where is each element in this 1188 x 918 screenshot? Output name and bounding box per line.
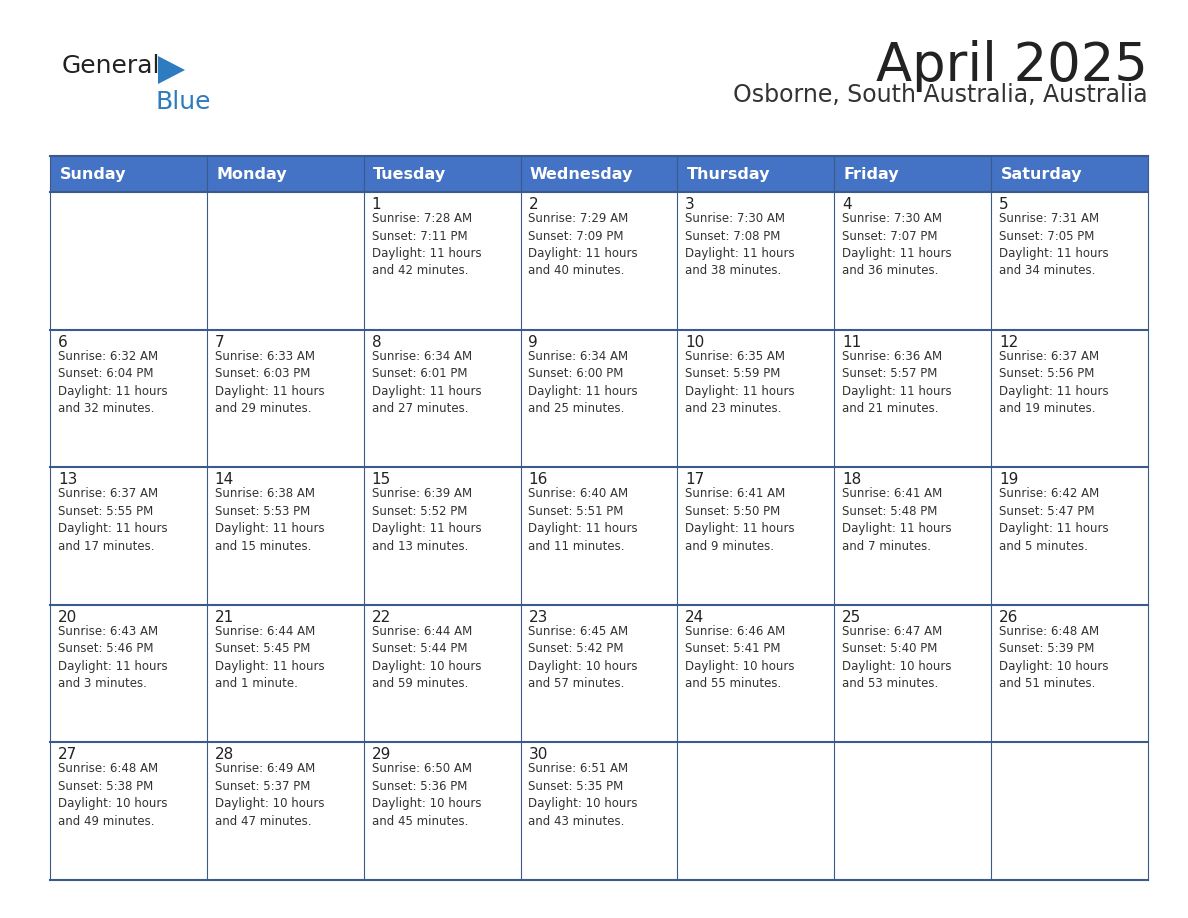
Bar: [50, 156, 207, 192]
Text: 18: 18: [842, 472, 861, 487]
Text: Sunrise: 6:37 AM
Sunset: 5:56 PM
Daylight: 11 hours
and 19 minutes.: Sunrise: 6:37 AM Sunset: 5:56 PM Dayligh…: [999, 350, 1108, 415]
Text: 16: 16: [529, 472, 548, 487]
Text: 8: 8: [372, 334, 381, 350]
Text: 3: 3: [685, 197, 695, 212]
Text: Tuesday: Tuesday: [373, 166, 447, 182]
Text: 23: 23: [529, 610, 548, 625]
Text: Sunrise: 6:34 AM
Sunset: 6:00 PM
Daylight: 11 hours
and 25 minutes.: Sunrise: 6:34 AM Sunset: 6:00 PM Dayligh…: [529, 350, 638, 415]
Text: Sunrise: 6:46 AM
Sunset: 5:41 PM
Daylight: 10 hours
and 55 minutes.: Sunrise: 6:46 AM Sunset: 5:41 PM Dayligh…: [685, 625, 795, 690]
Text: 4: 4: [842, 197, 852, 212]
Text: 28: 28: [215, 747, 234, 763]
Text: 14: 14: [215, 472, 234, 487]
Text: Sunrise: 6:40 AM
Sunset: 5:51 PM
Daylight: 11 hours
and 11 minutes.: Sunrise: 6:40 AM Sunset: 5:51 PM Dayligh…: [529, 487, 638, 553]
Text: 17: 17: [685, 472, 704, 487]
Text: Thursday: Thursday: [687, 166, 770, 182]
Text: 29: 29: [372, 747, 391, 763]
Text: Sunrise: 6:39 AM
Sunset: 5:52 PM
Daylight: 11 hours
and 13 minutes.: Sunrise: 6:39 AM Sunset: 5:52 PM Dayligh…: [372, 487, 481, 553]
Text: Saturday: Saturday: [1000, 166, 1082, 182]
Text: Sunrise: 6:42 AM
Sunset: 5:47 PM
Daylight: 11 hours
and 5 minutes.: Sunrise: 6:42 AM Sunset: 5:47 PM Dayligh…: [999, 487, 1108, 553]
Bar: [677, 156, 834, 192]
Text: Sunrise: 6:51 AM
Sunset: 5:35 PM
Daylight: 10 hours
and 43 minutes.: Sunrise: 6:51 AM Sunset: 5:35 PM Dayligh…: [529, 763, 638, 828]
Text: April 2025: April 2025: [876, 40, 1148, 92]
Text: General: General: [62, 54, 160, 78]
Bar: [50, 467, 1148, 605]
Text: Monday: Monday: [216, 166, 286, 182]
Text: 2: 2: [529, 197, 538, 212]
Text: 19: 19: [999, 472, 1018, 487]
Text: Sunrise: 6:45 AM
Sunset: 5:42 PM
Daylight: 10 hours
and 57 minutes.: Sunrise: 6:45 AM Sunset: 5:42 PM Dayligh…: [529, 625, 638, 690]
Text: Sunrise: 6:47 AM
Sunset: 5:40 PM
Daylight: 10 hours
and 53 minutes.: Sunrise: 6:47 AM Sunset: 5:40 PM Dayligh…: [842, 625, 952, 690]
Text: Osborne, South Australia, Australia: Osborne, South Australia, Australia: [733, 83, 1148, 107]
Text: 12: 12: [999, 334, 1018, 350]
Text: Sunrise: 6:38 AM
Sunset: 5:53 PM
Daylight: 11 hours
and 15 minutes.: Sunrise: 6:38 AM Sunset: 5:53 PM Dayligh…: [215, 487, 324, 553]
Text: 27: 27: [58, 747, 77, 763]
Text: 11: 11: [842, 334, 861, 350]
Text: Sunday: Sunday: [59, 166, 126, 182]
Text: Sunrise: 6:48 AM
Sunset: 5:39 PM
Daylight: 10 hours
and 51 minutes.: Sunrise: 6:48 AM Sunset: 5:39 PM Dayligh…: [999, 625, 1108, 690]
Text: 25: 25: [842, 610, 861, 625]
Text: 21: 21: [215, 610, 234, 625]
Polygon shape: [158, 56, 185, 84]
Text: 5: 5: [999, 197, 1009, 212]
Text: Sunrise: 6:41 AM
Sunset: 5:48 PM
Daylight: 11 hours
and 7 minutes.: Sunrise: 6:41 AM Sunset: 5:48 PM Dayligh…: [842, 487, 952, 553]
Text: Sunrise: 7:31 AM
Sunset: 7:05 PM
Daylight: 11 hours
and 34 minutes.: Sunrise: 7:31 AM Sunset: 7:05 PM Dayligh…: [999, 212, 1108, 277]
Bar: [834, 156, 991, 192]
Text: Sunrise: 6:37 AM
Sunset: 5:55 PM
Daylight: 11 hours
and 17 minutes.: Sunrise: 6:37 AM Sunset: 5:55 PM Dayligh…: [58, 487, 168, 553]
Bar: [50, 605, 1148, 743]
Text: 15: 15: [372, 472, 391, 487]
Text: 26: 26: [999, 610, 1018, 625]
Text: Sunrise: 7:30 AM
Sunset: 7:08 PM
Daylight: 11 hours
and 38 minutes.: Sunrise: 7:30 AM Sunset: 7:08 PM Dayligh…: [685, 212, 795, 277]
Text: Sunrise: 7:29 AM
Sunset: 7:09 PM
Daylight: 11 hours
and 40 minutes.: Sunrise: 7:29 AM Sunset: 7:09 PM Dayligh…: [529, 212, 638, 277]
Text: 7: 7: [215, 334, 225, 350]
Text: Sunrise: 6:32 AM
Sunset: 6:04 PM
Daylight: 11 hours
and 32 minutes.: Sunrise: 6:32 AM Sunset: 6:04 PM Dayligh…: [58, 350, 168, 415]
Text: 13: 13: [58, 472, 77, 487]
Bar: [520, 156, 677, 192]
Text: 1: 1: [372, 197, 381, 212]
Text: Sunrise: 6:34 AM
Sunset: 6:01 PM
Daylight: 11 hours
and 27 minutes.: Sunrise: 6:34 AM Sunset: 6:01 PM Dayligh…: [372, 350, 481, 415]
Text: Sunrise: 6:50 AM
Sunset: 5:36 PM
Daylight: 10 hours
and 45 minutes.: Sunrise: 6:50 AM Sunset: 5:36 PM Dayligh…: [372, 763, 481, 828]
Text: 20: 20: [58, 610, 77, 625]
Bar: [991, 156, 1148, 192]
Text: Sunrise: 6:36 AM
Sunset: 5:57 PM
Daylight: 11 hours
and 21 minutes.: Sunrise: 6:36 AM Sunset: 5:57 PM Dayligh…: [842, 350, 952, 415]
Text: Sunrise: 6:44 AM
Sunset: 5:44 PM
Daylight: 10 hours
and 59 minutes.: Sunrise: 6:44 AM Sunset: 5:44 PM Dayligh…: [372, 625, 481, 690]
Text: Sunrise: 7:28 AM
Sunset: 7:11 PM
Daylight: 11 hours
and 42 minutes.: Sunrise: 7:28 AM Sunset: 7:11 PM Dayligh…: [372, 212, 481, 277]
Bar: [50, 330, 1148, 467]
Text: Sunrise: 6:44 AM
Sunset: 5:45 PM
Daylight: 11 hours
and 1 minute.: Sunrise: 6:44 AM Sunset: 5:45 PM Dayligh…: [215, 625, 324, 690]
Text: Sunrise: 6:41 AM
Sunset: 5:50 PM
Daylight: 11 hours
and 9 minutes.: Sunrise: 6:41 AM Sunset: 5:50 PM Dayligh…: [685, 487, 795, 553]
Text: Sunrise: 7:30 AM
Sunset: 7:07 PM
Daylight: 11 hours
and 36 minutes.: Sunrise: 7:30 AM Sunset: 7:07 PM Dayligh…: [842, 212, 952, 277]
Text: Sunrise: 6:33 AM
Sunset: 6:03 PM
Daylight: 11 hours
and 29 minutes.: Sunrise: 6:33 AM Sunset: 6:03 PM Dayligh…: [215, 350, 324, 415]
Text: Sunrise: 6:49 AM
Sunset: 5:37 PM
Daylight: 10 hours
and 47 minutes.: Sunrise: 6:49 AM Sunset: 5:37 PM Dayligh…: [215, 763, 324, 828]
Text: 6: 6: [58, 334, 68, 350]
Text: 24: 24: [685, 610, 704, 625]
Text: Sunrise: 6:48 AM
Sunset: 5:38 PM
Daylight: 10 hours
and 49 minutes.: Sunrise: 6:48 AM Sunset: 5:38 PM Dayligh…: [58, 763, 168, 828]
Bar: [207, 156, 364, 192]
Text: Friday: Friday: [843, 166, 899, 182]
Bar: [364, 156, 520, 192]
Text: 9: 9: [529, 334, 538, 350]
Text: 30: 30: [529, 747, 548, 763]
Text: Blue: Blue: [154, 90, 210, 114]
Text: Sunrise: 6:35 AM
Sunset: 5:59 PM
Daylight: 11 hours
and 23 minutes.: Sunrise: 6:35 AM Sunset: 5:59 PM Dayligh…: [685, 350, 795, 415]
Text: 10: 10: [685, 334, 704, 350]
Bar: [50, 743, 1148, 880]
Text: Sunrise: 6:43 AM
Sunset: 5:46 PM
Daylight: 11 hours
and 3 minutes.: Sunrise: 6:43 AM Sunset: 5:46 PM Dayligh…: [58, 625, 168, 690]
Text: Wednesday: Wednesday: [530, 166, 633, 182]
Text: 22: 22: [372, 610, 391, 625]
Bar: [50, 192, 1148, 330]
